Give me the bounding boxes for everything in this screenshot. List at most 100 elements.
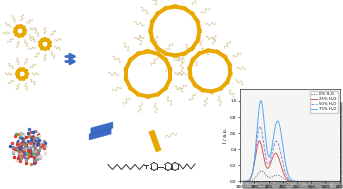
Line: 75% H₂O: 75% H₂O [240,101,340,181]
Bar [15,71,23,81]
Bar [24,69,27,79]
Bar [222,54,232,67]
Bar [206,48,220,54]
Bar [43,43,52,51]
50% H₂O [305,180,309,183]
Line: 0% H₂O: 0% H₂O [240,171,340,181]
Bar [18,67,28,73]
Bar [40,39,50,42]
75% H₂O [264,139,268,142]
Bar [148,19,155,33]
Bar [163,4,178,11]
Bar [163,57,173,72]
50% H₂O [338,180,342,183]
Bar [15,67,26,73]
Bar [214,49,228,60]
Line: 50% H₂O: 50% H₂O [240,126,340,181]
Bar [13,24,20,34]
25% H₂O [264,165,268,167]
Bar [148,28,155,43]
Bar [17,31,27,38]
Bar [18,24,27,33]
Bar [14,33,25,37]
75% H₂O [259,99,263,102]
0% H₂O [313,180,317,183]
Bar [13,24,23,31]
Bar [38,40,44,50]
0% H₂O [238,180,242,183]
50% H₂O [258,125,262,128]
Bar [244,102,341,187]
Bar [146,49,160,56]
50% H₂O [238,180,242,183]
25% H₂O [313,180,317,183]
Bar [13,29,22,38]
Bar [155,5,169,16]
Bar [38,43,48,51]
Bar [225,71,233,85]
25% H₂O [283,176,287,178]
75% H₂O [338,180,342,183]
Bar [188,75,198,88]
Bar [136,49,150,56]
0% H₂O [264,174,268,176]
75% H₂O [256,121,260,124]
Bar [163,76,173,91]
25% H₂O [305,180,309,183]
Bar [40,46,50,50]
Polygon shape [91,122,113,134]
Bar [21,71,29,81]
Bar [181,5,196,17]
75% H₂O [283,161,287,163]
Y-axis label: I / a.u.: I / a.u. [222,128,227,143]
Bar [195,19,202,34]
Bar [46,40,52,50]
0% H₂O [297,180,301,183]
Bar [195,29,202,43]
25% H₂O [238,180,242,183]
75% H₂O [297,180,301,183]
Bar [187,57,196,71]
Bar [163,51,177,58]
Bar [197,48,211,56]
Bar [149,130,162,152]
Bar [173,4,187,11]
0% H₂O [305,180,309,183]
Polygon shape [89,128,111,140]
50% H₂O [256,134,260,136]
Bar [15,25,26,29]
Bar [227,63,233,76]
Bar [181,46,195,57]
Bar [15,75,26,81]
25% H₂O [338,180,342,183]
Bar [46,38,52,48]
50% H₂O [313,180,317,183]
Bar [16,69,20,79]
Bar [168,67,172,81]
Bar [38,38,44,48]
50% H₂O [264,157,268,159]
Bar [150,11,161,25]
Bar [123,76,133,91]
Bar [209,86,223,94]
Bar [38,37,48,45]
25% H₂O [256,144,260,146]
50% H₂O [283,171,287,173]
Bar [15,67,23,77]
Bar [190,51,202,62]
Bar [192,82,205,93]
0% H₂O [283,179,287,181]
Bar [128,85,141,97]
Bar [172,51,187,58]
Bar [150,37,161,51]
Bar [14,26,18,37]
Legend: 0% H₂O, 25% H₂O, 50% H₂O, 75% H₂O: 0% H₂O, 25% H₂O, 50% H₂O, 75% H₂O [310,91,338,113]
Line: 25% H₂O: 25% H₂O [240,141,340,181]
75% H₂O [313,180,317,183]
Bar [201,88,214,94]
Bar [22,25,26,36]
Circle shape [259,111,325,177]
0% H₂O [338,180,342,183]
Bar [18,75,28,81]
75% H₂O [238,180,242,183]
